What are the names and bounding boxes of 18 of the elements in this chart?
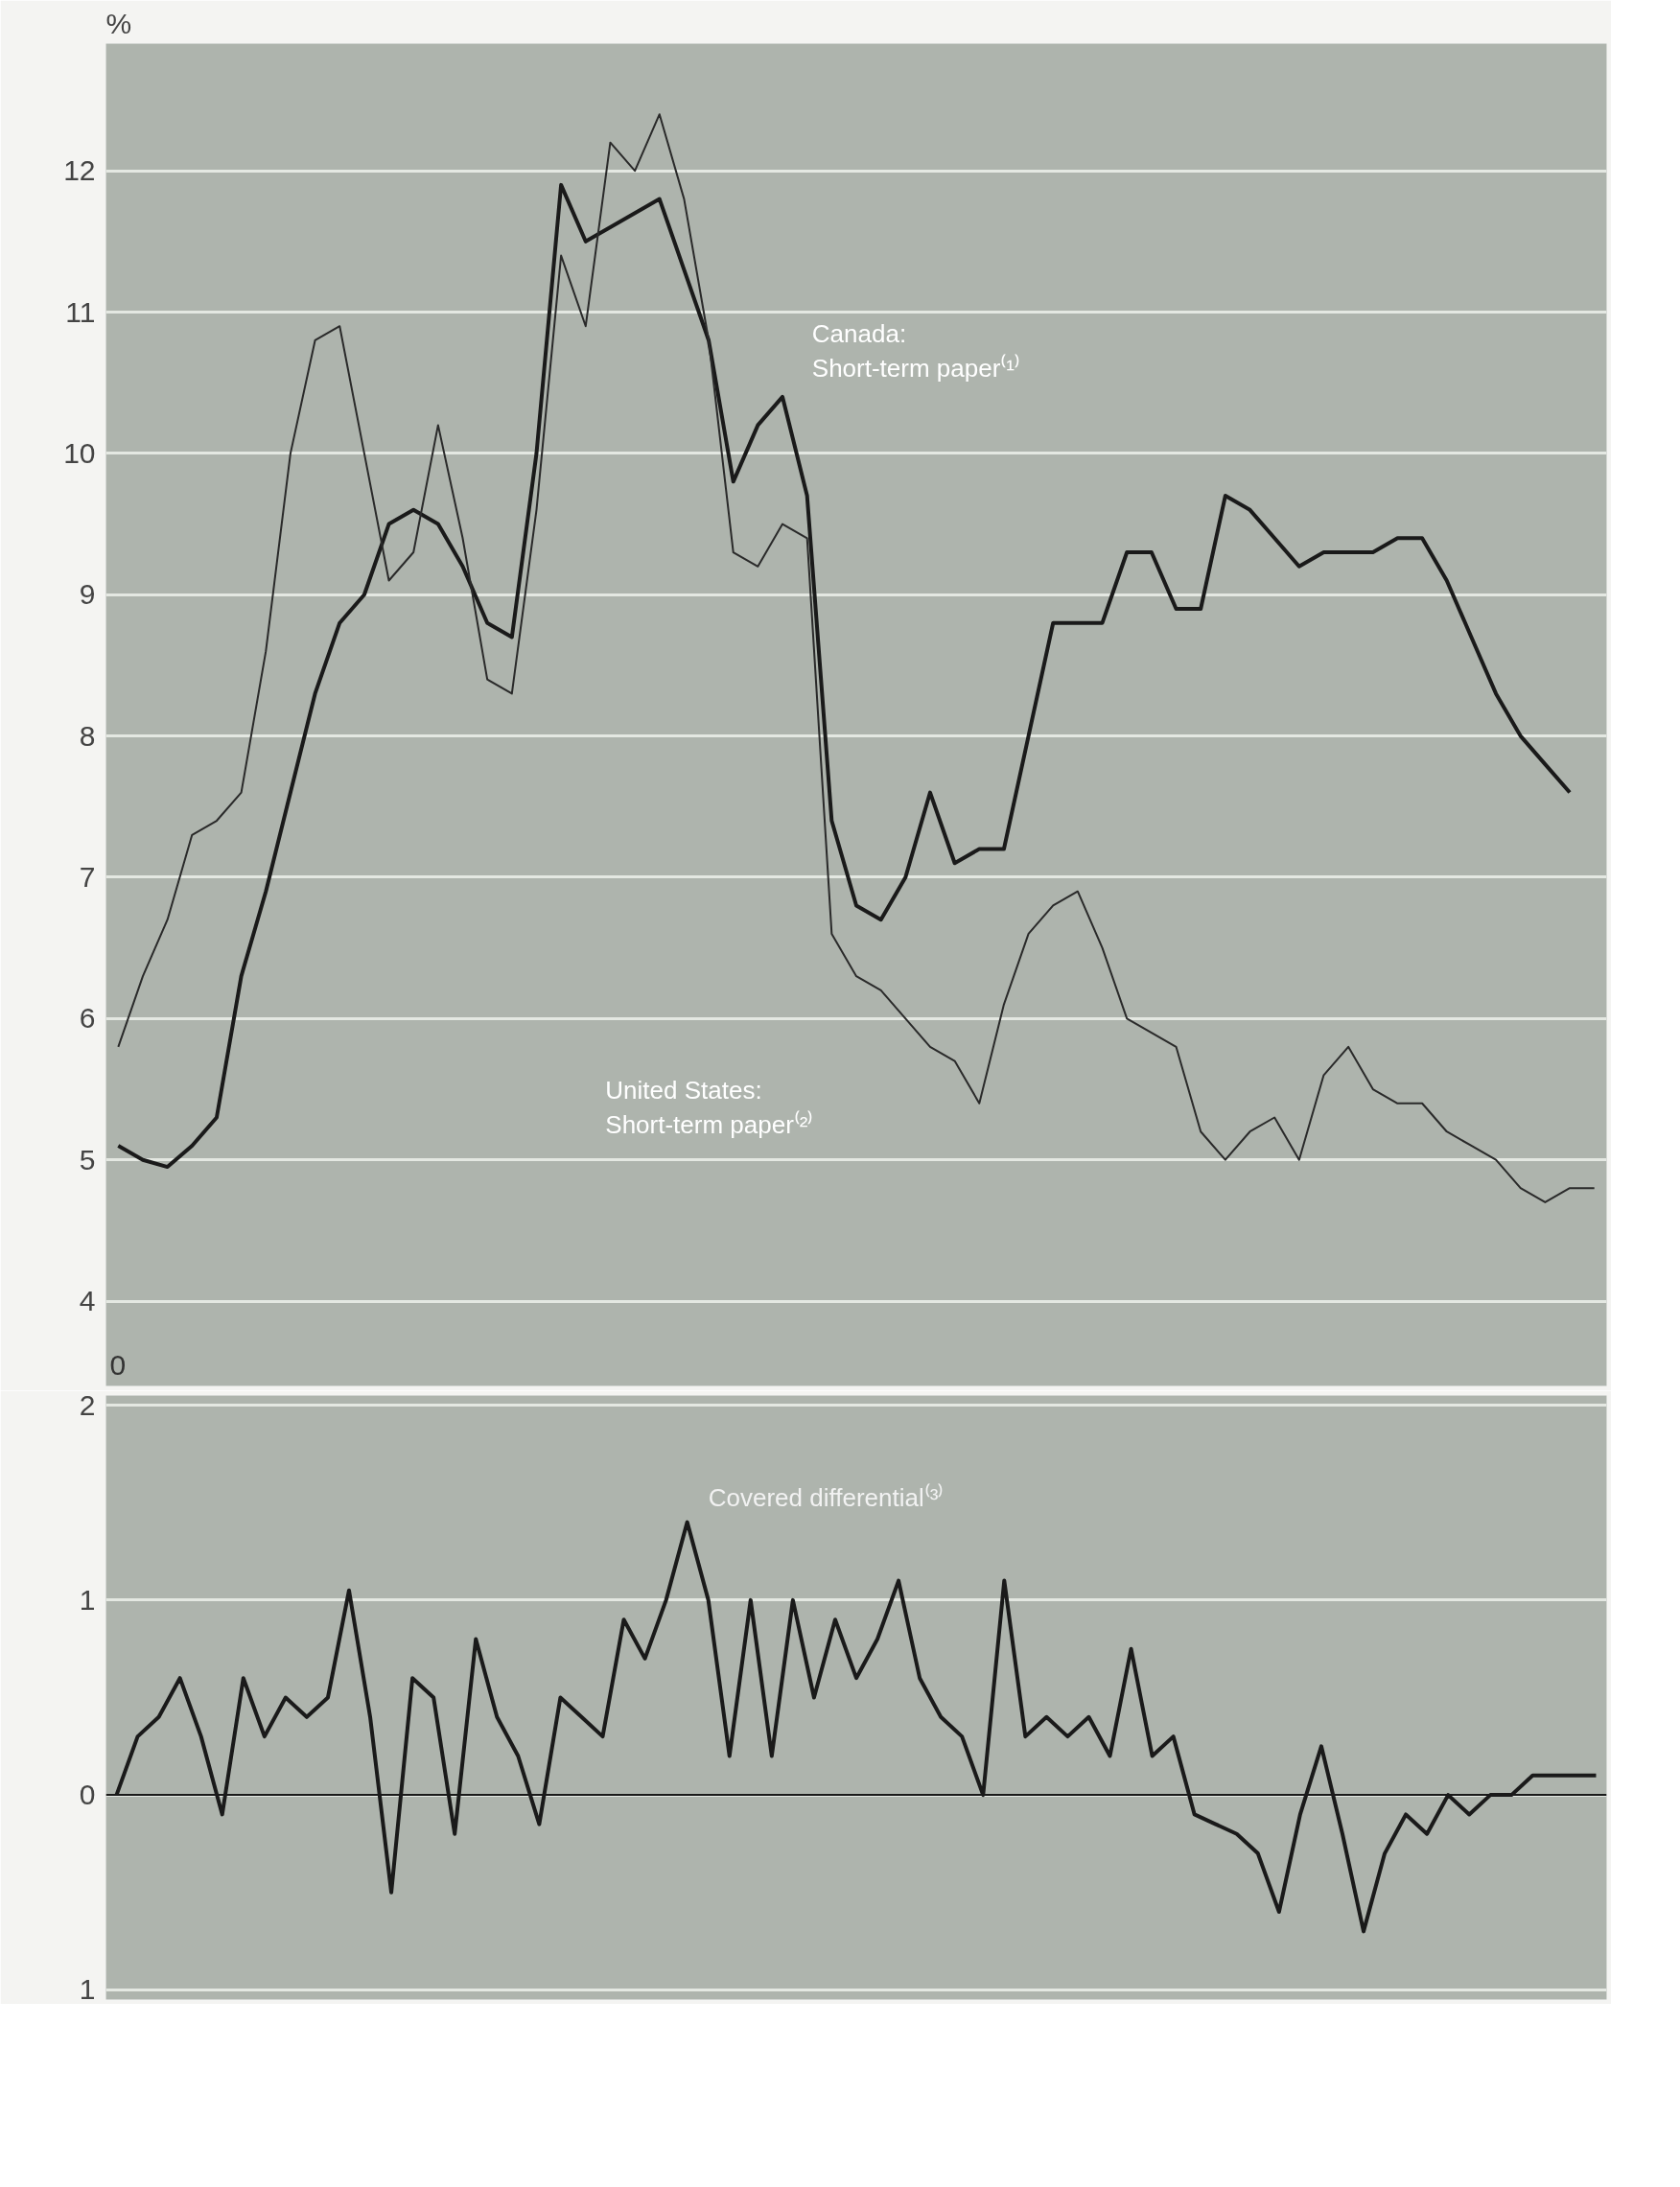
y-axis-title: % xyxy=(105,7,132,39)
y-tick-label: 2 xyxy=(79,1388,96,1421)
y-tick-label: 6 xyxy=(79,1002,96,1035)
y-tick-label: 0 xyxy=(79,1779,96,1811)
y-tick-label: 9 xyxy=(79,578,96,611)
y-tick-label: 4 xyxy=(79,1285,96,1317)
y-tick-label: 12 xyxy=(63,154,96,187)
annotation: Covered differential⁽³⁾ xyxy=(708,1483,945,1513)
annotation: 0 xyxy=(109,1348,127,1381)
y-tick-label: 5 xyxy=(79,1143,96,1175)
y-tick-label: 8 xyxy=(79,719,96,752)
y-tick-label: 1 xyxy=(79,1583,96,1616)
y-tick-label: 1 xyxy=(79,1973,96,2006)
annotation: Canada: Short-term paper⁽¹⁾ xyxy=(811,319,1021,384)
annotation: United States: Short-term paper⁽²⁾ xyxy=(605,1075,814,1139)
y-tick-label: 11 xyxy=(65,295,96,328)
y-tick-label: 7 xyxy=(79,860,96,893)
y-tick-label: 10 xyxy=(63,436,96,469)
